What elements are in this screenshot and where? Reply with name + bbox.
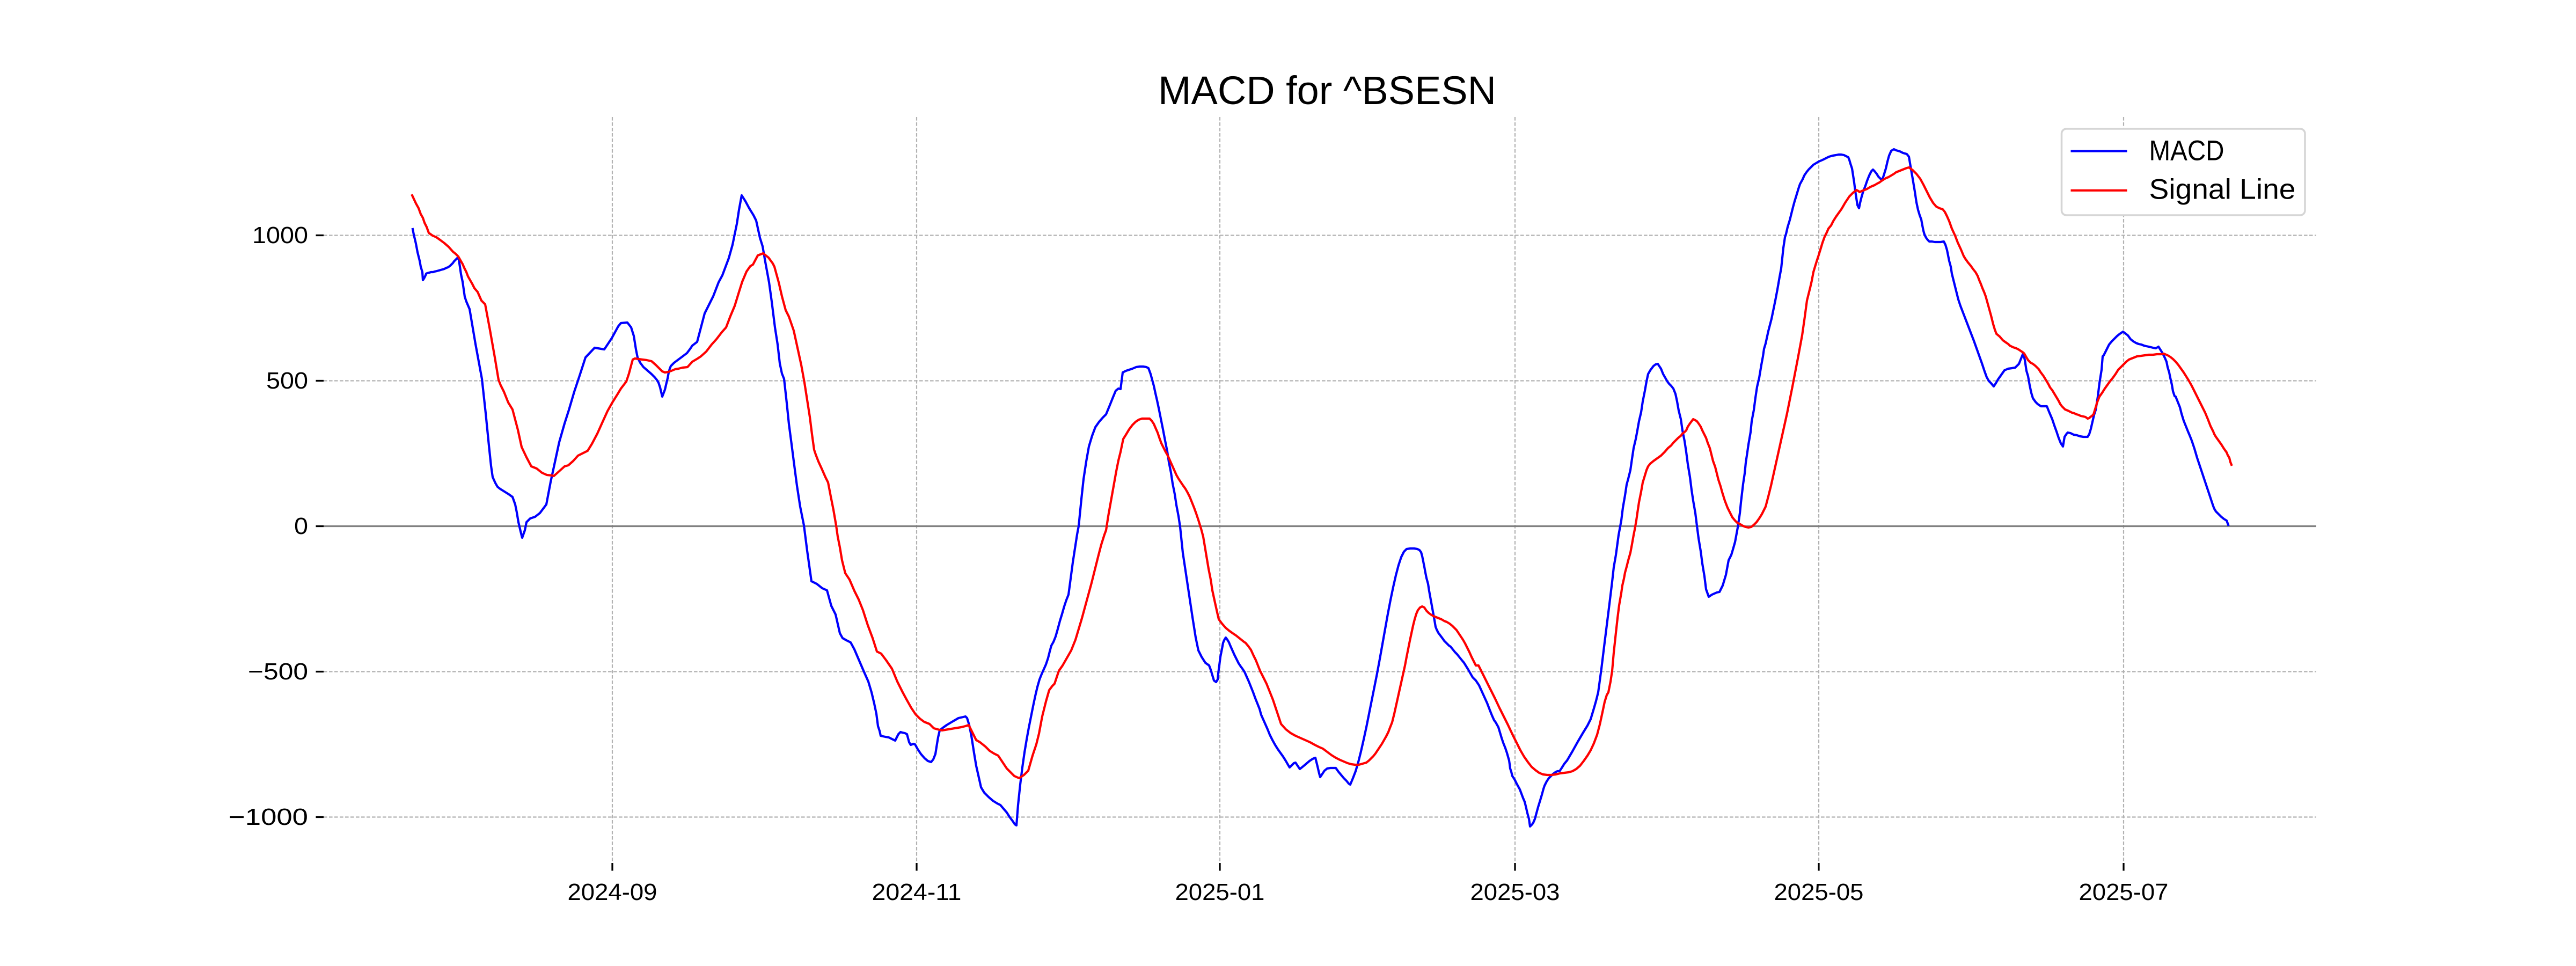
- svg-text:2025-01: 2025-01: [1175, 880, 1265, 905]
- svg-text:500: 500: [266, 368, 308, 394]
- svg-text:MACD: MACD: [2149, 135, 2224, 167]
- svg-text:MACD for ^BSESN: MACD for ^BSESN: [1158, 68, 1496, 113]
- svg-text:2024-09: 2024-09: [568, 880, 657, 905]
- svg-text:Signal Line: Signal Line: [2149, 173, 2296, 205]
- svg-text:2024-11: 2024-11: [872, 880, 962, 905]
- svg-text:−1000: −1000: [229, 804, 308, 830]
- svg-text:2025-05: 2025-05: [1774, 880, 1864, 905]
- svg-text:2025-07: 2025-07: [2079, 880, 2169, 905]
- svg-text:1000: 1000: [252, 223, 308, 248]
- svg-text:0: 0: [294, 514, 308, 539]
- svg-text:−500: −500: [248, 659, 308, 685]
- svg-text:2025-03: 2025-03: [1470, 880, 1560, 905]
